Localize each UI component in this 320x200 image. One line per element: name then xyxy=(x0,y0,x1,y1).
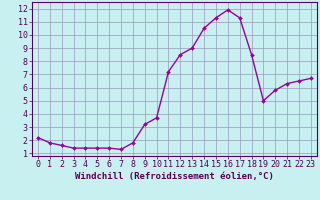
X-axis label: Windchill (Refroidissement éolien,°C): Windchill (Refroidissement éolien,°C) xyxy=(75,172,274,181)
